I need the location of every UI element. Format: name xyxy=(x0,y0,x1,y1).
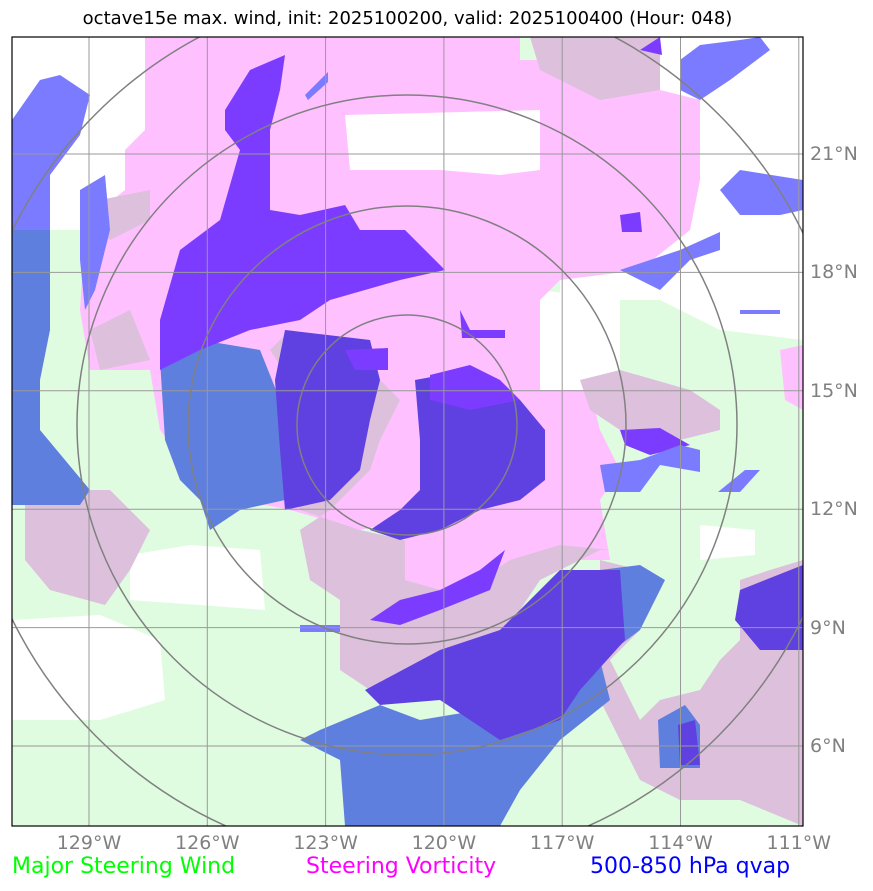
lon-tick-label: 126°W xyxy=(175,832,240,854)
legend-qvap: 500-850 hPa qvap xyxy=(590,854,791,879)
range-ring xyxy=(296,314,518,536)
lon-tick-label: 114°W xyxy=(648,832,713,854)
lat-tick-label: 6°N xyxy=(810,735,846,757)
lat-tick-label: 15°N xyxy=(810,379,858,402)
lon-tick-label: 129°W xyxy=(56,832,122,854)
qvap-all-field xyxy=(275,330,803,765)
chart-title: octave15e max. wind, init: 2025100200, v… xyxy=(82,8,733,29)
range-rings xyxy=(12,37,803,826)
range-ring xyxy=(76,94,738,756)
lat-tick-label: 18°N xyxy=(810,261,858,284)
lat-tick-label: 12°N xyxy=(810,498,858,521)
lat-tick-label: 9°N xyxy=(810,616,846,639)
qvap-field xyxy=(12,37,803,632)
lat-tick-label: 21°N xyxy=(810,143,858,165)
map-frame xyxy=(11,36,804,827)
range-ring xyxy=(187,205,627,645)
lon-tick-label: 111°W xyxy=(766,832,832,854)
lon-tick-label: 117°W xyxy=(529,832,595,854)
graticule xyxy=(12,37,803,826)
lon-tick-label: 123°W xyxy=(293,832,358,854)
legend-steering-vorticity: Steering Vorticity xyxy=(306,854,497,879)
lon-tick-label: 120°W xyxy=(411,832,477,854)
legend-major-steering-wind: Major Steering Wind xyxy=(12,854,236,879)
